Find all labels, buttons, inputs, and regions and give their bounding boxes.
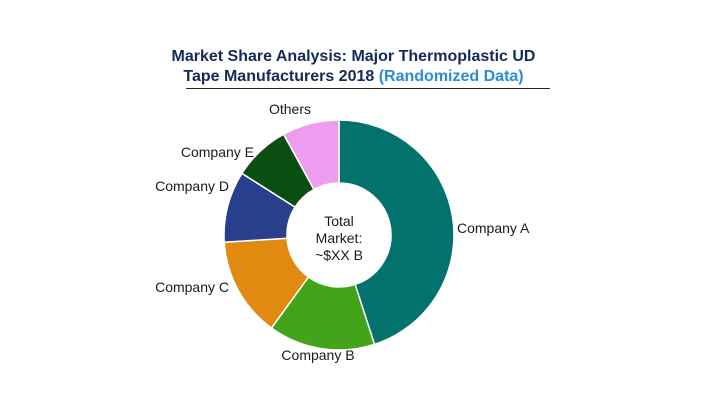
slice-others (282, 119, 340, 191)
slice-company-a (338, 119, 455, 346)
label-group: Company A Company B Company C Company D Comp… (155, 101, 530, 363)
center-text-line3: ~$XX B (315, 247, 363, 263)
chart-title-highlight: (Randomized Data) (378, 68, 524, 85)
slice-group (223, 119, 455, 351)
chart-title-main: Tape Manufacturers 2018 (183, 68, 375, 85)
slice-label-company-c: Company C (155, 279, 229, 295)
slice-label-company-a: Company A (457, 220, 530, 236)
slice-label-company-d: Company D (155, 178, 229, 194)
center-text-line1: Total (324, 213, 354, 229)
slice-label-company-b: Company B (281, 347, 354, 363)
center-text-line2: Market: (316, 230, 363, 246)
center-label-group: Total Market: ~$XX B (315, 213, 363, 263)
chart-title-line1: Market Share Analysis: Major Thermoplast… (171, 48, 536, 65)
slice-label-company-e: Company E (181, 144, 254, 160)
title-underline (186, 88, 550, 89)
chart-title-line2: Tape Manufacturers 2018 (Randomized Data… (0, 67, 707, 87)
slice-label-others: Others (269, 101, 311, 117)
